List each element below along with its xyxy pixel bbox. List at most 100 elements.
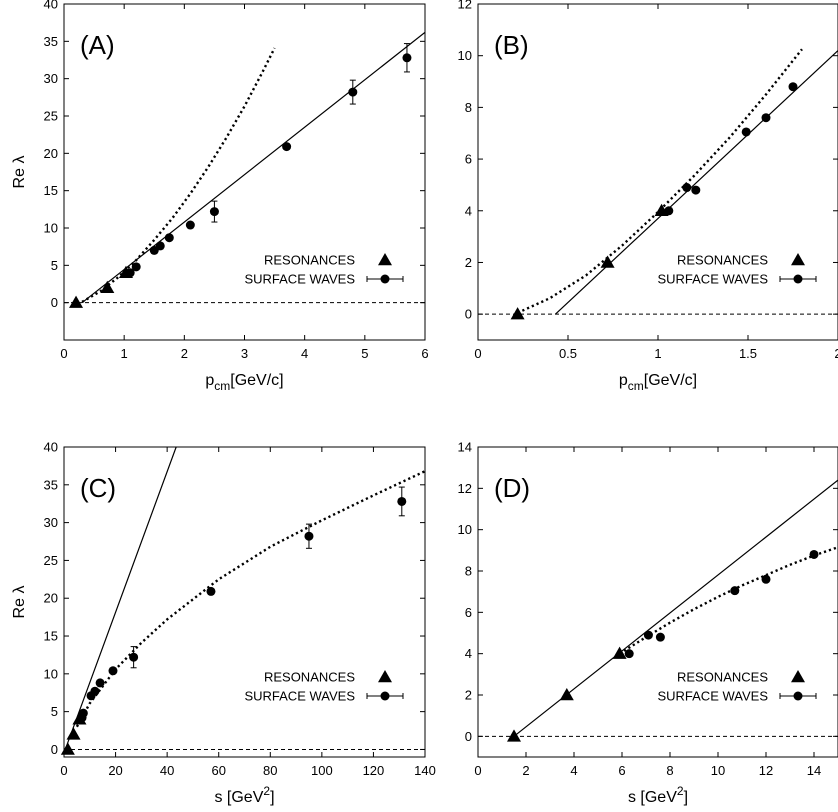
panel-b-xtick-label: 2 xyxy=(834,346,838,361)
panel-a-legend-triangle xyxy=(378,253,392,266)
panel-a-ytick-label: 15 xyxy=(44,183,58,198)
panel-c-xtick-label: 140 xyxy=(414,763,436,778)
panel-a-ytick-label: 10 xyxy=(44,221,58,236)
panel-d-dotted-line xyxy=(618,546,838,655)
panel-d-xtick-label: 0 xyxy=(474,763,481,778)
panel-d-xtick-label: 6 xyxy=(618,763,625,778)
panel-d-ytick-label: 0 xyxy=(465,729,472,744)
panel-d-ytick-label: 4 xyxy=(465,646,472,661)
panel-c-frame xyxy=(63,446,426,758)
panel-d-legend-resonances-label: RESONANCES xyxy=(677,670,768,685)
panel-b-solid-line xyxy=(554,50,838,315)
panel-b-ytick-label: 6 xyxy=(465,152,472,167)
panel-a-solid-line xyxy=(81,31,425,304)
panel-b-ytick-label: 12 xyxy=(458,0,472,12)
panel-a-xtick-label: 3 xyxy=(241,346,248,361)
panel-c-xtick-label: 60 xyxy=(211,763,225,778)
panel-d-xtick-label: 14 xyxy=(807,763,821,778)
panel-a-xtick-label: 6 xyxy=(421,346,428,361)
panel-a-ylabel: Re λ xyxy=(11,156,28,189)
panel-c-ytick-label: 30 xyxy=(44,515,58,530)
panel-a-resonance-point xyxy=(69,295,84,308)
panel-b-legend-circle xyxy=(793,274,803,284)
panel-d-xlabel: s [GeV2] xyxy=(628,784,688,806)
panel-a-xtick-label: 5 xyxy=(361,346,368,361)
panel-d-legend-triangle xyxy=(791,670,805,683)
panel-c-ytick-label: 25 xyxy=(44,553,58,568)
panel-d-resonance-point xyxy=(612,646,627,659)
panel-d-surface-wave-point xyxy=(643,630,653,640)
panel-c-surface-wave-point xyxy=(78,708,88,718)
panel-a-xtick-label: 1 xyxy=(121,346,128,361)
panel-d-ytick-label: 10 xyxy=(458,522,472,537)
panel-b-resonance-point xyxy=(600,255,615,268)
panel-c-ytick-label: 5 xyxy=(51,704,58,719)
panel-d-surface-wave-point xyxy=(624,649,634,659)
panel-a-letter: (A) xyxy=(80,30,115,60)
panel-a-ytick-label: 40 xyxy=(44,0,58,12)
panel-a-ytick-label: 20 xyxy=(44,146,58,161)
panel-d-resonance-point xyxy=(559,688,574,701)
panel-a-surface-wave-point xyxy=(402,53,412,63)
panel-b-xtick-label: 1 xyxy=(654,346,661,361)
panel-c-ytick-label: 40 xyxy=(44,440,58,455)
panel-b-xtick-label: 1.5 xyxy=(739,346,757,361)
panel-c-legend-surface-waves-label: SURFACE WAVES xyxy=(244,689,355,704)
panel-c-ylabel: Re λ xyxy=(11,586,28,619)
panel-b-surface-wave-point xyxy=(788,82,798,92)
panel-c-solid-line xyxy=(64,447,177,750)
panel-b-legend-triangle xyxy=(791,253,805,266)
panel-c-curves xyxy=(64,447,425,750)
panel-c-xtick-label: 20 xyxy=(108,763,122,778)
panel-a-legend-resonances-label: RESONANCES xyxy=(264,253,355,268)
panel-b-ytick-label: 4 xyxy=(465,203,472,218)
panel-c-ytick-label: 15 xyxy=(44,629,58,644)
panel-b-frame xyxy=(477,3,838,341)
panel-c: 0 20 40 60 80 100 120 140 0 5 10 15 20 25 30 35 40 s [GeV… xyxy=(11,440,436,807)
panel-a-ytick-label: 35 xyxy=(44,34,58,49)
panel-a-surface-wave-point xyxy=(348,87,358,97)
panel-b-legend-resonances-label: RESONANCES xyxy=(677,253,768,268)
panel-b-ytick-label: 10 xyxy=(458,48,472,63)
panel-d-xtick-label: 2 xyxy=(522,763,529,778)
panel-a-legend-circle xyxy=(380,274,390,284)
panel-d-xtick-label: 8 xyxy=(666,763,673,778)
panel-a-surface-wave-point xyxy=(131,262,141,272)
panel-b-ytick-label: 2 xyxy=(465,255,472,270)
panel-b-letter: (B) xyxy=(494,30,529,60)
panel-d-ytick-label: 6 xyxy=(465,605,472,620)
panel-d-ytick-label: 8 xyxy=(465,564,472,579)
panel-d-ytick-label: 2 xyxy=(465,688,472,703)
panel-c-ytick-label: 10 xyxy=(44,666,58,681)
panel-c-xtick-label: 40 xyxy=(160,763,174,778)
panel-d-surface-wave-point xyxy=(730,586,740,596)
panel-d-xtick-label: 4 xyxy=(570,763,577,778)
panel-a: 0 1 2 3 4 5 6 0 5 10 15 20 25 30 35 40 pcm[GeV/c] Re λ (A)… xyxy=(11,0,429,393)
panel-c-legend-triangle xyxy=(378,670,392,683)
panel-c-letter: (C) xyxy=(80,473,116,503)
panel-d-legend-surface-waves-label: SURFACE WAVES xyxy=(657,689,768,704)
panel-c-ytick-label: 35 xyxy=(44,477,58,492)
panel-a-surface-wave-point xyxy=(164,233,174,243)
panel-a-surface-wave-point xyxy=(155,241,165,251)
panel-c-surface-wave-point xyxy=(206,586,216,596)
panel-d-surface-wave-point xyxy=(809,549,819,559)
panel-b-ytick-label: 0 xyxy=(465,307,472,322)
panel-b-legend-surface-waves-label: SURFACE WAVES xyxy=(657,272,768,287)
panel-d-resonance-point xyxy=(507,729,521,742)
panel-a-xtick-label: 2 xyxy=(181,346,188,361)
panel-b: 0 0.5 1 1.5 2 0 2 4 6 8 10 12 pcm[GeV/c] (B) RESONANCE… xyxy=(458,0,838,393)
panel-a-frame xyxy=(63,3,426,341)
panel-a-dotted-line xyxy=(81,47,276,303)
panel-a-ytick-label: 5 xyxy=(51,258,58,273)
panel-d-ytick-label: 14 xyxy=(458,440,472,455)
panel-d-surface-wave-point xyxy=(655,632,665,642)
panel-a-curves xyxy=(64,31,425,304)
panel-b-surface-wave-point xyxy=(741,127,751,137)
panel-b-surface-wave-point xyxy=(682,183,692,193)
panel-a-xtick-label: 4 xyxy=(301,346,308,361)
panel-c-legend-resonances-label: RESONANCES xyxy=(264,670,355,685)
panel-c-legend-circle xyxy=(380,691,390,701)
panel-a-surface-wave-point xyxy=(282,142,292,152)
panel-b-surface-wave-point xyxy=(664,206,674,216)
